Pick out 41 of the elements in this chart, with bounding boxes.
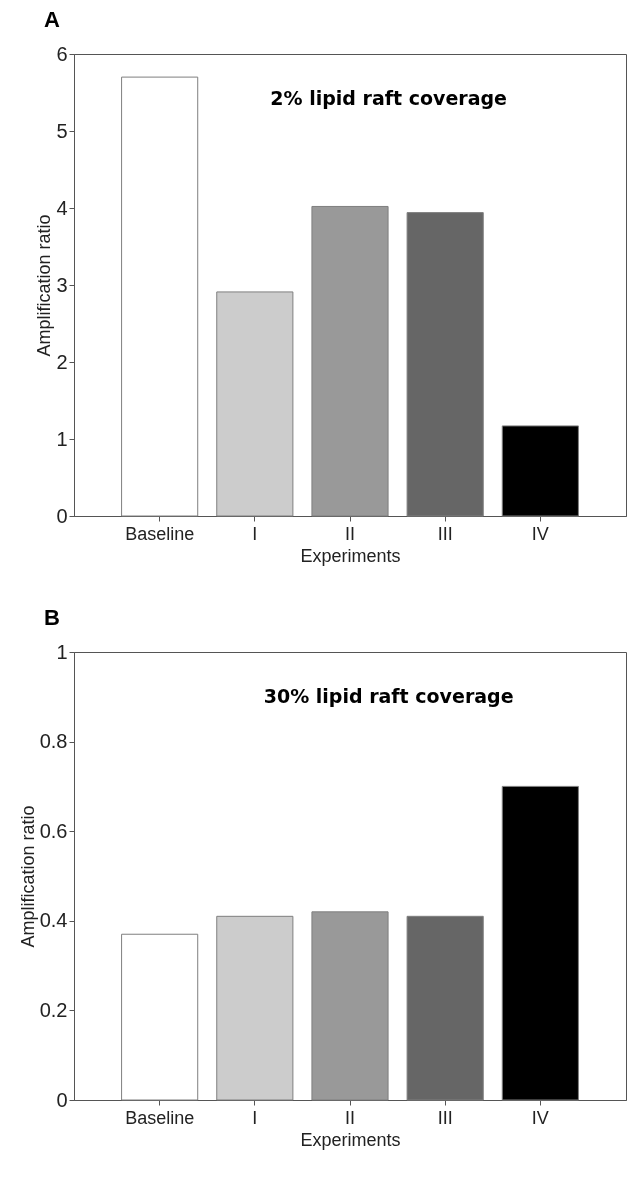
- x-tick-label: II: [344, 1107, 356, 1128]
- y-tick-label: 6: [56, 42, 68, 65]
- y-tick-label: 0.4: [39, 909, 68, 932]
- bar: [406, 212, 484, 517]
- x-tick-label: Baseline: [125, 1107, 195, 1128]
- y-axis-title: Amplification ratio: [34, 214, 55, 357]
- bar: [121, 76, 199, 517]
- bar: [311, 205, 389, 517]
- x-tick-label: III: [437, 523, 453, 544]
- x-tick-label: IV: [531, 523, 549, 544]
- annotation: 30% lipid raft coverage: [263, 685, 514, 707]
- bar: [121, 933, 199, 1101]
- x-axis-title: Experiments: [300, 545, 401, 566]
- chart-title: A: [44, 7, 60, 32]
- y-tick-label: 1: [56, 427, 68, 450]
- y-tick-label: 0.2: [39, 998, 68, 1021]
- y-tick-label: 5: [56, 119, 68, 142]
- y-tick-label: 0: [56, 1088, 68, 1111]
- x-tick-label: Baseline: [125, 523, 195, 544]
- x-axis-title: Experiments: [300, 1129, 401, 1150]
- x-tick-label: IV: [531, 1107, 549, 1128]
- annotation: 2% lipid raft coverage: [270, 87, 507, 109]
- bar: [216, 291, 294, 517]
- x-tick-label: I: [252, 1107, 258, 1128]
- y-tick-label: 3: [56, 273, 68, 296]
- y-tick-label: 1: [56, 640, 68, 663]
- y-tick-label: 0.6: [39, 819, 68, 842]
- y-tick-label: 0.8: [39, 730, 68, 753]
- y-tick-label: 4: [56, 196, 68, 219]
- chart-title: B: [44, 605, 60, 630]
- bar: [216, 915, 294, 1101]
- x-tick-label: I: [252, 523, 258, 544]
- y-tick-label: 0: [56, 504, 68, 527]
- x-tick-label: II: [344, 523, 356, 544]
- bar: [501, 785, 579, 1101]
- bar: [406, 915, 484, 1101]
- bar: [501, 425, 579, 517]
- x-tick-label: III: [437, 1107, 453, 1128]
- y-axis-title: Amplification ratio: [17, 805, 38, 948]
- bar: [311, 911, 389, 1101]
- y-tick-label: 2: [56, 350, 68, 373]
